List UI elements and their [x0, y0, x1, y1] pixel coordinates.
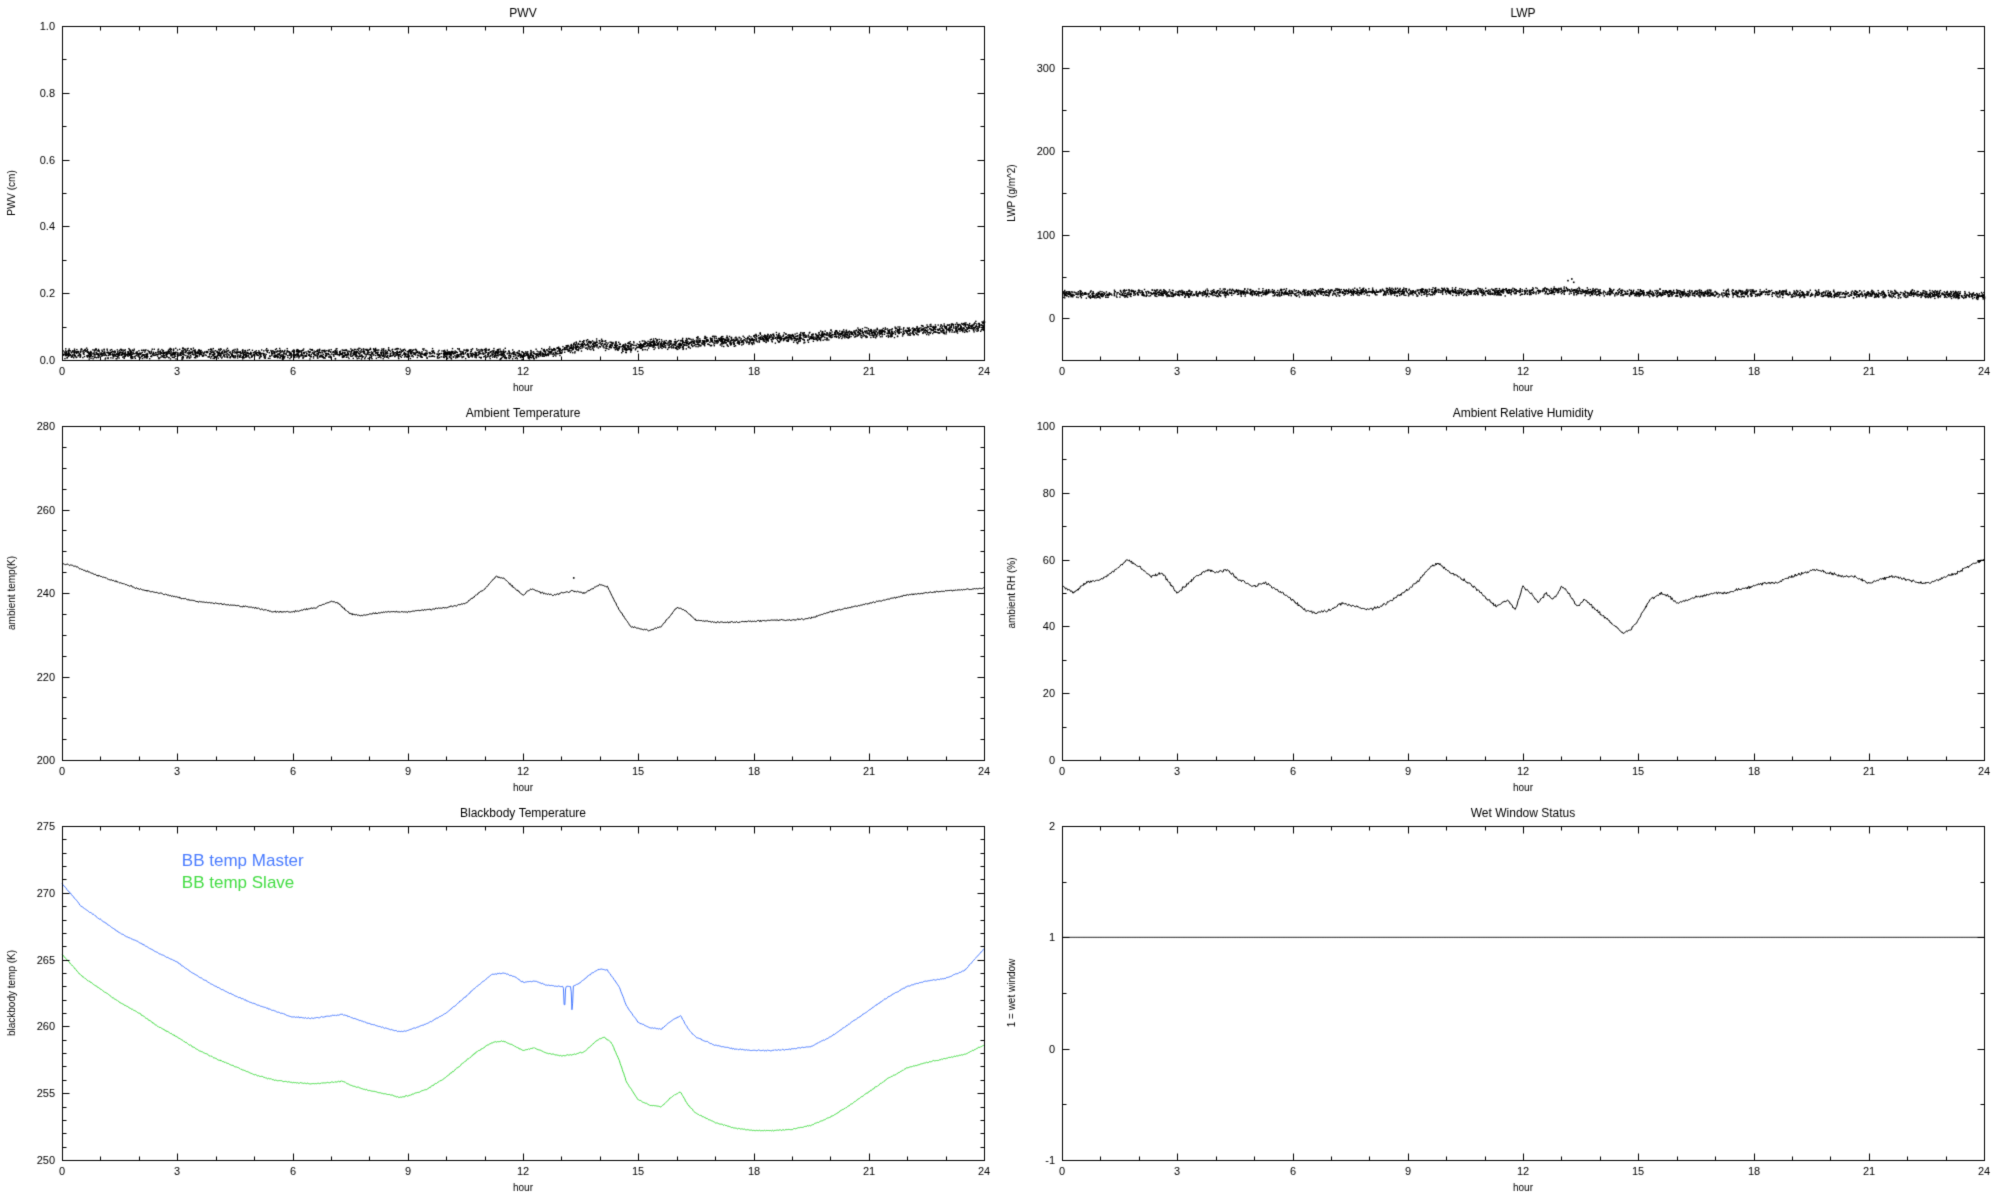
wet-window-status-chart: [1000, 800, 2000, 1200]
panel-wet-window-status: [1000, 800, 2000, 1200]
panel-lwp: [1000, 0, 2000, 400]
ambient-relative-humidity-chart: [1000, 400, 2000, 800]
lwp-chart: [1000, 0, 2000, 400]
pwv-chart: [0, 0, 1000, 400]
blackbody-temperature-chart: [0, 800, 1000, 1200]
panel-pwv: [0, 0, 1000, 400]
panel-ambient-relative-humidity: [1000, 400, 2000, 800]
panel-blackbody-temperature: [0, 800, 1000, 1200]
panel-ambient-temperature: [0, 400, 1000, 800]
ambient-temperature-chart: [0, 400, 1000, 800]
